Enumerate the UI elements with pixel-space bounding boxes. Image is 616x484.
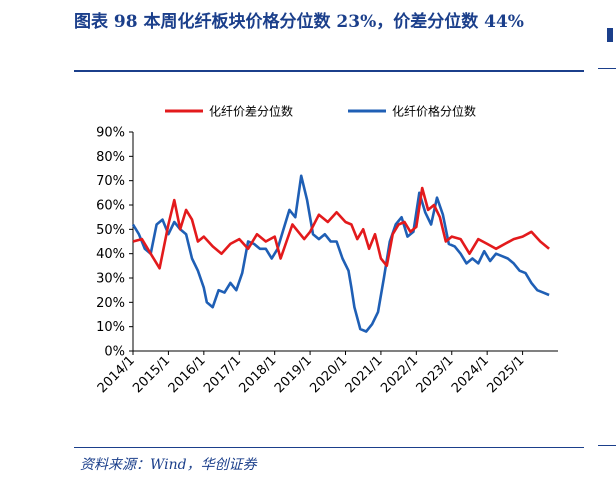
x-tick-label: 2019/1 <box>272 353 315 396</box>
legend-label: 化纤价格分位数 <box>392 104 476 119</box>
edge-divider-bottom <box>598 445 616 446</box>
plot-area <box>131 174 550 333</box>
line-chart: 化纤价差分位数 化纤价格分位数 0% 10% 20% 30% 40% 50% 60% 70% 80… <box>95 104 558 396</box>
x-tick-label: 2021/1 <box>343 353 386 396</box>
y-axis: 0% 10% 20% 30% 40% 50% 60% 70% 80% 90% <box>96 126 134 360</box>
y-tick-label: 0% <box>104 345 125 360</box>
y-tick-label: 10% <box>96 320 125 335</box>
y-tick-label: 60% <box>96 199 125 214</box>
y-tick-label: 20% <box>96 296 125 311</box>
chart-legend: 化纤价差分位数 化纤价格分位数 <box>165 104 476 119</box>
legend-label: 化纤价差分位数 <box>209 104 293 119</box>
series-line-spread <box>132 186 550 270</box>
x-axis: 2014/12015/12016/12017/12018/12019/12020… <box>95 350 558 396</box>
x-tick-label: 2014/1 <box>95 353 138 396</box>
y-tick-label: 30% <box>96 272 125 287</box>
x-tick-label: 2023/1 <box>414 353 457 396</box>
figure-title: 图表 98 本周化纤板块价格分位数 23%，价差分位数 44% <box>74 12 524 32</box>
x-tick-label: 2015/1 <box>130 353 173 396</box>
y-tick-label: 80% <box>96 150 125 165</box>
title-divider <box>74 70 584 72</box>
series-line-price <box>131 174 550 333</box>
x-tick-label: 2025/1 <box>484 353 527 396</box>
x-tick-label: 2016/1 <box>166 353 209 396</box>
edge-marker <box>607 28 613 42</box>
y-tick-label: 50% <box>96 223 125 238</box>
x-tick-label: 2022/1 <box>378 353 421 396</box>
source-note: 资料来源：Wind，华创证券 <box>80 457 257 473</box>
y-tick-label: 90% <box>96 126 125 141</box>
x-tick-label: 2020/1 <box>307 353 350 396</box>
x-tick-label: 2018/1 <box>237 353 280 396</box>
y-tick-label: 40% <box>96 247 125 262</box>
x-tick-label: 2017/1 <box>201 353 244 396</box>
y-tick-label: 70% <box>96 174 125 189</box>
edge-divider <box>598 68 616 69</box>
x-tick-label: 2024/1 <box>449 353 492 396</box>
footer-divider <box>74 447 584 448</box>
